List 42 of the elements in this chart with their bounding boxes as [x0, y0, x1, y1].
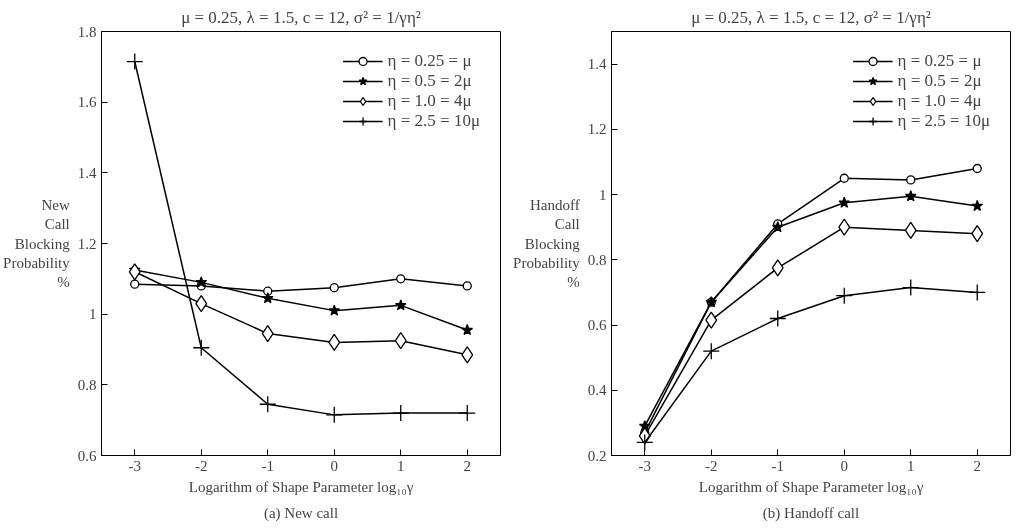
legend-label: η = 0.5 = 2μ — [897, 71, 982, 91]
y-axis-title: Handoff Call Blocking Probability % — [513, 197, 581, 290]
x-tick-label: -1 — [771, 457, 784, 474]
chart-title: μ = 0.25, λ = 1.5, c = 12, σ² = 1/γη² — [181, 7, 421, 27]
x-tick-label: 2 — [973, 457, 981, 474]
y-tick-label: 1.2 — [587, 121, 607, 138]
legend-label: η = 2.5 = 10μ — [897, 111, 990, 131]
x-tick-label: 0 — [840, 457, 848, 474]
x-tick-label: 1 — [907, 457, 915, 474]
x-tick-label: -2 — [195, 457, 208, 474]
x-tick-label: -3 — [638, 457, 651, 474]
legend-label: η = 1.0 = 4μ — [387, 91, 472, 111]
x-tick-label: 0 — [330, 457, 338, 474]
legend-label: η = 1.0 = 4μ — [897, 91, 982, 111]
text: (a) New call — [263, 504, 339, 522]
y-tick-label: 1 — [599, 186, 607, 203]
y-tick-label: 0.4 — [587, 382, 607, 399]
x-tick-label: -2 — [705, 457, 718, 474]
x-tick-label: 2 — [463, 457, 471, 474]
y-tick-label: 0.8 — [77, 376, 97, 393]
x-tick-label: 1 — [397, 457, 405, 474]
y-tick-label: 0.6 — [77, 447, 97, 464]
chart-title: μ = 0.25, λ = 1.5, c = 12, σ² = 1/γη² — [691, 7, 931, 27]
y-tick-label: 1.8 — [77, 23, 97, 40]
y-tick-label: 0.6 — [587, 317, 607, 334]
y-tick-label: 1 — [89, 306, 97, 323]
y-tick-label: 0.2 — [587, 447, 607, 464]
legend-label: η = 0.25 = μ — [897, 51, 982, 71]
text: (b) Handoff call — [762, 504, 860, 522]
x-tick-label: -1 — [261, 457, 274, 474]
legend-label: η = 0.5 = 2μ — [387, 71, 472, 91]
legend-label: η = 2.5 = 10μ — [387, 111, 480, 131]
y-tick-label: 1.2 — [77, 235, 97, 252]
y-tick-label: 1.4 — [77, 164, 97, 181]
y-tick-label: 1.6 — [77, 94, 97, 111]
x-tick-label: -3 — [128, 457, 141, 474]
y-axis-title: New Call Blocking Probability % — [3, 197, 71, 290]
y-tick-label: 0.8 — [587, 251, 607, 268]
x-axis-title: Logarithm of Shape Parameter log₁₀γ — [698, 478, 924, 495]
y-tick-label: 1.4 — [587, 56, 607, 73]
x-axis-title: Logarithm of Shape Parameter log₁₀γ — [188, 478, 414, 495]
legend-label: η = 0.25 = μ — [387, 51, 472, 71]
